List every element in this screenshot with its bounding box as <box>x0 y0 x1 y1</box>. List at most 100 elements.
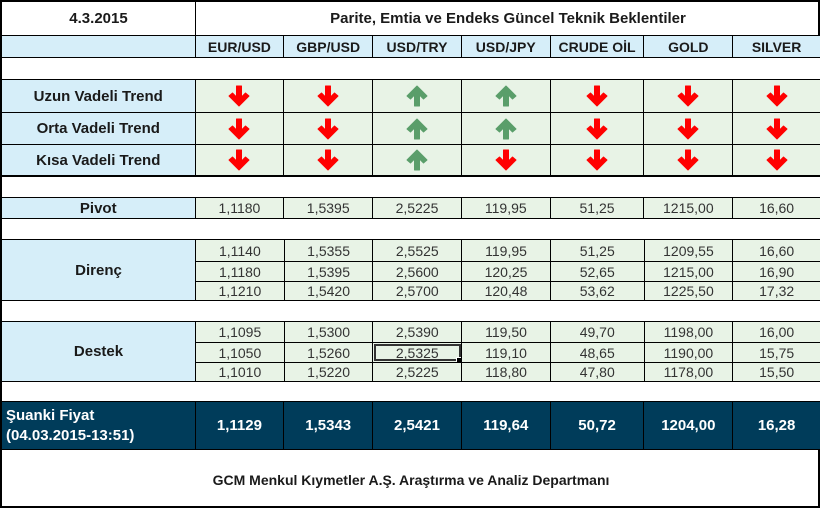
resistance-value-eurusd[interactable]: 1,1140 <box>196 240 285 261</box>
trend-cell-eurusd[interactable] <box>195 80 285 112</box>
trend-row: Orta Vadeli Trend <box>2 112 820 144</box>
trend-cell-gbpusd[interactable] <box>284 145 374 175</box>
support-value-eurusd[interactable]: 1,1010 <box>196 363 285 381</box>
support-value-usdtry[interactable]: 2,5225 <box>373 363 463 381</box>
pivot-label[interactable]: Pivot <box>2 198 196 218</box>
trend-cell-silver[interactable] <box>733 113 820 144</box>
resistance-value-silver[interactable]: 16,60 <box>733 240 821 261</box>
trend-row: Kısa Vadeli Trend <box>2 144 820 176</box>
trend-cell-gold[interactable] <box>644 113 734 144</box>
arrow-down-icon <box>675 117 701 141</box>
trend-cell-gold[interactable] <box>644 80 734 112</box>
trend-cell-silver[interactable] <box>733 145 820 175</box>
trend-cell-crude-oil[interactable] <box>550 145 645 175</box>
trend-cell-usdtry[interactable] <box>373 113 462 144</box>
trend-label[interactable]: Kısa Vadeli Trend <box>2 145 196 175</box>
trend-cell-gbpusd[interactable] <box>284 80 374 112</box>
current-price-value[interactable]: 1,1129 <box>195 402 285 449</box>
col-header-gold[interactable]: GOLD <box>644 36 734 57</box>
current-price-value[interactable]: 2,5421 <box>373 402 462 449</box>
support-value-gold[interactable]: 1198,00 <box>644 322 734 342</box>
support-value-eurusd[interactable]: 1,1095 <box>196 322 285 342</box>
support-value-usdjpy[interactable]: 119,50 <box>462 322 551 342</box>
col-header-crude-oil[interactable]: CRUDE OİL <box>550 36 645 57</box>
resistance-value-silver[interactable]: 16,90 <box>733 262 821 281</box>
trend-label[interactable]: Uzun Vadeli Trend <box>2 80 196 112</box>
pivot-value[interactable]: 119,95 <box>461 198 551 218</box>
resistance-value-gold[interactable]: 1209,55 <box>644 240 734 261</box>
resistance-value-usdtry[interactable]: 2,5525 <box>373 240 463 261</box>
col-header-usdtry[interactable]: USD/TRY <box>373 36 462 57</box>
resistance-value-usdtry[interactable]: 2,5700 <box>373 282 463 300</box>
support-value-crude-oil[interactable]: 47,80 <box>550 363 645 381</box>
resistance-value-usdjpy[interactable]: 120,25 <box>462 262 551 281</box>
support-value-usdtry[interactable]: 2,5390 <box>373 322 463 342</box>
support-value-crude-oil[interactable]: 49,70 <box>550 322 645 342</box>
resistance-value-gold[interactable]: 1215,00 <box>644 262 734 281</box>
support-value-silver[interactable]: 16,00 <box>733 322 821 342</box>
col-header-silver[interactable]: SILVER <box>733 36 820 57</box>
header-corner-cell[interactable] <box>2 36 196 57</box>
trend-cell-crude-oil[interactable] <box>550 80 645 112</box>
current-price-label[interactable]: Şuanki Fiyat (04.03.2015-13:51) <box>2 402 196 449</box>
resistance-value-gbpusd[interactable]: 1,5395 <box>284 262 374 281</box>
trend-cell-usdtry[interactable] <box>373 80 462 112</box>
support-value-gold[interactable]: 1190,00 <box>644 343 734 362</box>
arrow-down-icon <box>315 84 341 108</box>
support-label[interactable]: Destek <box>2 322 196 381</box>
report-date[interactable]: 4.3.2015 <box>2 2 196 35</box>
current-price-value[interactable]: 16,28 <box>733 402 820 449</box>
trend-cell-crude-oil[interactable] <box>550 113 645 144</box>
pivot-value[interactable]: 1,5395 <box>284 198 374 218</box>
pivot-value[interactable]: 16,60 <box>733 198 820 218</box>
trend-cell-silver[interactable] <box>733 80 820 112</box>
resistance-value-eurusd[interactable]: 1,1210 <box>196 282 285 300</box>
resistance-label[interactable]: Direnç <box>2 240 196 300</box>
trend-label[interactable]: Orta Vadeli Trend <box>2 113 196 144</box>
current-price-value[interactable]: 119,64 <box>461 402 551 449</box>
trend-cell-usdjpy[interactable] <box>461 113 551 144</box>
report-title[interactable]: Parite, Emtia ve Endeks Güncel Teknik Be… <box>330 10 686 27</box>
trend-cell-usdjpy[interactable] <box>461 80 551 112</box>
pivot-value[interactable]: 1215,00 <box>644 198 734 218</box>
support-value-gbpusd[interactable]: 1,5260 <box>284 343 374 362</box>
col-header-usdjpy[interactable]: USD/JPY <box>461 36 551 57</box>
trend-cell-eurusd[interactable] <box>195 145 285 175</box>
support-value-silver[interactable]: 15,50 <box>733 363 821 381</box>
current-price-value[interactable]: 1204,00 <box>644 402 734 449</box>
resistance-value-gold[interactable]: 1225,50 <box>644 282 734 300</box>
resistance-value-gbpusd[interactable]: 1,5420 <box>284 282 374 300</box>
support-value-usdtry[interactable]: 2,5325 <box>373 343 463 362</box>
pivot-value[interactable]: 1,1180 <box>195 198 285 218</box>
resistance-value-gbpusd[interactable]: 1,5355 <box>284 240 374 261</box>
arrow-down-icon <box>226 117 252 141</box>
support-value-usdjpy[interactable]: 118,80 <box>462 363 551 381</box>
resistance-value-silver[interactable]: 17,32 <box>733 282 821 300</box>
pivot-value[interactable]: 2,5225 <box>373 198 462 218</box>
resistance-value-eurusd[interactable]: 1,1180 <box>196 262 285 281</box>
col-header-eurusd[interactable]: EUR/USD <box>195 36 285 57</box>
resistance-value-crude-oil[interactable]: 51,25 <box>550 240 645 261</box>
resistance-value-usdjpy[interactable]: 120,48 <box>462 282 551 300</box>
support-value-gbpusd[interactable]: 1,5300 <box>284 322 374 342</box>
footer-department[interactable]: GCM Menkul Kıymetler A.Ş. Araştırma ve A… <box>2 449 820 509</box>
resistance-value-usdjpy[interactable]: 119,95 <box>462 240 551 261</box>
pivot-value[interactable]: 51,25 <box>550 198 645 218</box>
support-value-usdjpy[interactable]: 119,10 <box>462 343 551 362</box>
trend-cell-usdtry[interactable] <box>373 145 462 175</box>
trend-cell-usdjpy[interactable] <box>461 145 551 175</box>
support-value-gold[interactable]: 1178,00 <box>644 363 734 381</box>
current-price-value[interactable]: 1,5343 <box>284 402 374 449</box>
resistance-value-usdtry[interactable]: 2,5600 <box>373 262 463 281</box>
support-value-crude-oil[interactable]: 48,65 <box>550 343 645 362</box>
col-header-gbpusd[interactable]: GBP/USD <box>284 36 374 57</box>
support-value-eurusd[interactable]: 1,1050 <box>196 343 285 362</box>
current-price-value[interactable]: 50,72 <box>550 402 645 449</box>
trend-cell-gbpusd[interactable] <box>284 113 374 144</box>
trend-cell-eurusd[interactable] <box>195 113 285 144</box>
resistance-value-crude-oil[interactable]: 53,62 <box>550 282 645 300</box>
trend-cell-gold[interactable] <box>644 145 734 175</box>
support-value-silver[interactable]: 15,75 <box>733 343 821 362</box>
resistance-value-crude-oil[interactable]: 52,65 <box>550 262 645 281</box>
support-value-gbpusd[interactable]: 1,5220 <box>284 363 374 381</box>
